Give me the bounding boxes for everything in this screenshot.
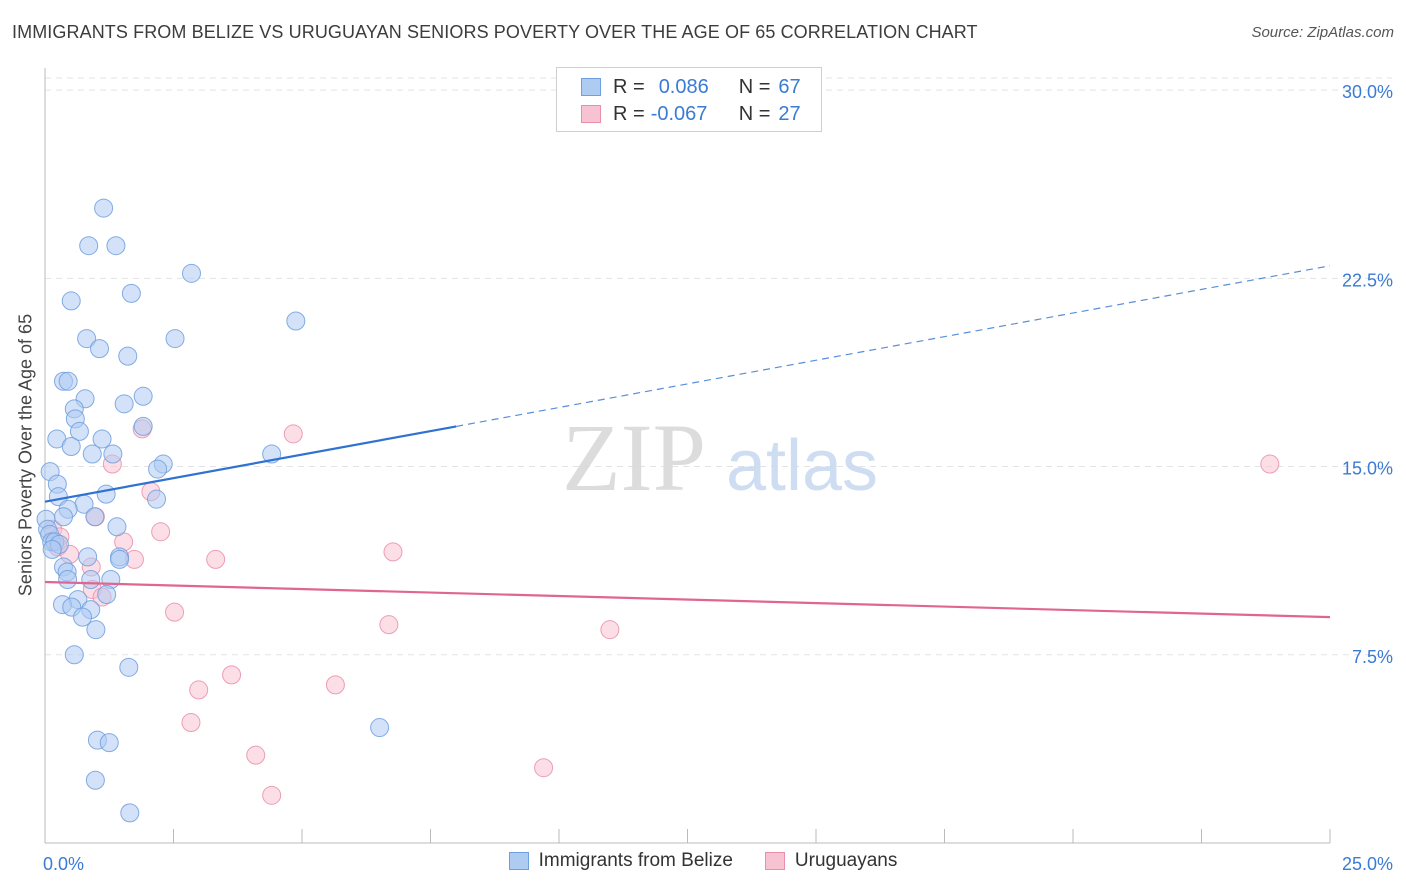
uruguayan-point	[262, 785, 282, 805]
uruguayan-point	[206, 549, 226, 569]
series-legend: Immigrants from Belize Uruguayans	[0, 850, 1406, 872]
belize-trend-line	[44, 425, 457, 503]
watermark-zip: ZIP	[562, 404, 706, 511]
y-tick-label: 7.5%	[1352, 647, 1393, 667]
belize-point	[69, 421, 89, 441]
legend-label-uruguayans: Uruguayans	[794, 850, 898, 871]
belize-point	[81, 569, 101, 589]
tick-labels: 7.5% 15.0% 22.5% 30.0% 0.0% 25.0%	[43, 82, 1393, 874]
belize-point	[147, 489, 167, 509]
belize-point	[181, 263, 201, 283]
belize-point	[42, 539, 62, 559]
trend-lines	[44, 265, 1331, 619]
belize-point	[133, 386, 153, 406]
belize-point	[58, 569, 78, 589]
belize-point	[94, 198, 114, 218]
chart-title: IMMIGRANTS FROM BELIZE VS URUGUAYAN SENI…	[12, 22, 978, 42]
belize-points	[36, 198, 390, 823]
uruguayan-point	[181, 713, 201, 733]
belize-point	[118, 346, 138, 366]
belize-point	[121, 283, 141, 303]
correlation-legend: R = 0.086 N = 67 R = -0.067 N = 27	[556, 67, 822, 132]
legend-r-value: -0.067	[650, 102, 708, 125]
belize-point	[99, 733, 119, 753]
belize-point	[86, 620, 106, 640]
legend-r-label: R =	[613, 102, 645, 125]
uruguayan-point	[325, 675, 345, 695]
legend-swatch-belize	[581, 78, 601, 96]
legend-n-label: N =	[738, 102, 771, 125]
uruguayan-point	[600, 620, 620, 640]
belize-point	[370, 718, 390, 738]
axes	[44, 68, 1331, 844]
belize-point	[103, 444, 123, 464]
belize-point	[165, 329, 185, 349]
legend-label-belize: Immigrants from Belize	[538, 850, 733, 871]
watermark: ZIP atlas	[562, 404, 878, 511]
source-label: Source: ZipAtlas.com	[1251, 24, 1394, 41]
belize-point	[85, 507, 105, 527]
legend-row-uruguayans: R = -0.067 N = 27	[581, 101, 801, 127]
x-tick-label: 25.0%	[1342, 854, 1393, 874]
legend-n-label: N =	[738, 75, 771, 98]
uruguayan-point	[534, 758, 554, 778]
legend-r-value: 0.086	[658, 75, 709, 98]
belize-point	[89, 339, 109, 359]
belize-point	[85, 770, 105, 790]
uruguayan-point	[165, 602, 185, 622]
y-tick-label: 22.5%	[1342, 270, 1393, 290]
uruguayan-point	[283, 424, 303, 444]
belize-point	[73, 607, 93, 627]
belize-point	[82, 444, 102, 464]
belize-point	[64, 645, 84, 665]
legend-r-label: R =	[613, 75, 645, 98]
legend-item-belize[interactable]: Immigrants from Belize	[508, 850, 733, 872]
uruguayan-point	[246, 745, 266, 765]
belize-point	[58, 371, 78, 391]
belize-point	[114, 394, 134, 414]
watermark-atlas: atlas	[726, 426, 878, 506]
belize-point	[133, 416, 153, 436]
belize-point	[61, 436, 81, 456]
belize-point	[119, 657, 139, 677]
belize-point	[54, 507, 74, 527]
belize-point	[79, 236, 99, 256]
belize-point	[96, 484, 116, 504]
belize-point	[286, 311, 306, 331]
belize-point	[97, 585, 117, 605]
belize-point	[106, 236, 126, 256]
belize-point	[92, 429, 112, 449]
legend-swatch-uruguayans	[581, 105, 601, 123]
legend-swatch-uruguayans	[764, 852, 785, 870]
belize-point	[78, 547, 98, 567]
uruguayan-point	[383, 542, 403, 562]
y-tick-label: 15.0%	[1342, 459, 1393, 479]
x-tick-label: 0.0%	[43, 854, 84, 874]
belize-point	[110, 549, 130, 569]
uruguayan-point	[222, 665, 242, 685]
belize-point	[61, 291, 81, 311]
belize-point	[107, 517, 127, 537]
uruguayan-point	[151, 522, 171, 542]
legend-item-uruguayans[interactable]: Uruguayans	[764, 850, 898, 872]
legend-n-value: 67	[778, 75, 801, 98]
legend-row-belize: R = 0.086 N = 67	[581, 74, 801, 100]
belize-point	[148, 459, 168, 479]
uruguayan-point	[1260, 454, 1280, 474]
uruguayan-trend-line	[44, 580, 1331, 619]
belize-point	[77, 329, 97, 349]
belize-point	[120, 803, 140, 823]
grid-lines	[45, 77, 1392, 656]
belize-trend-extension	[456, 265, 1331, 427]
uruguayan-point	[189, 680, 209, 700]
legend-swatch-belize	[508, 852, 529, 870]
y-tick-label: 30.0%	[1342, 82, 1393, 102]
legend-n-value: 27	[778, 102, 801, 125]
uruguayan-point	[379, 615, 399, 635]
